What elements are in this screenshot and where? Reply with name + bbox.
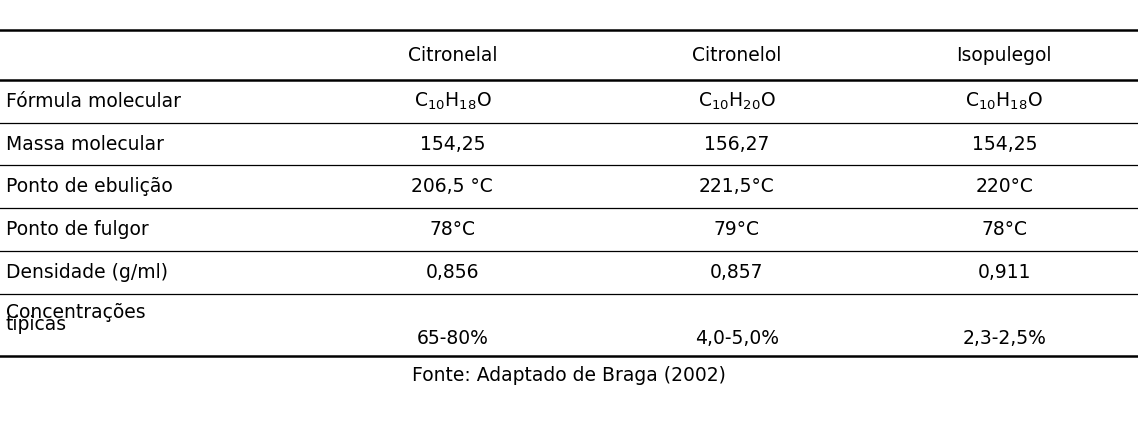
Text: 156,27: 156,27 <box>704 135 769 153</box>
Text: 79°C: 79°C <box>714 220 760 239</box>
Text: 2,3-2,5%: 2,3-2,5% <box>963 329 1046 348</box>
Text: 154,25: 154,25 <box>972 135 1037 153</box>
Text: 0,911: 0,911 <box>978 263 1031 282</box>
Text: C$_{10}$H$_{20}$O: C$_{10}$H$_{20}$O <box>698 91 776 112</box>
Text: C$_{10}$H$_{18}$O: C$_{10}$H$_{18}$O <box>413 91 492 112</box>
Text: Concentrações: Concentrações <box>6 303 146 322</box>
Text: 4,0-5,0%: 4,0-5,0% <box>695 329 778 348</box>
Text: Ponto de fulgor: Ponto de fulgor <box>6 220 148 239</box>
Text: 154,25: 154,25 <box>420 135 485 153</box>
Text: Ponto de ebulição: Ponto de ebulição <box>6 178 173 196</box>
Text: Massa molecular: Massa molecular <box>6 135 164 153</box>
Text: 221,5°C: 221,5°C <box>699 178 775 196</box>
Text: típicas: típicas <box>6 315 67 334</box>
Text: 65-80%: 65-80% <box>417 329 488 348</box>
Text: 78°C: 78°C <box>429 220 476 239</box>
Text: 0,857: 0,857 <box>710 263 764 282</box>
Text: 220°C: 220°C <box>975 178 1033 196</box>
Text: Citronelol: Citronelol <box>692 46 782 64</box>
Text: Isopulegol: Isopulegol <box>957 46 1052 64</box>
Text: 78°C: 78°C <box>981 220 1028 239</box>
Text: 0,856: 0,856 <box>426 263 479 282</box>
Text: Fonte: Adaptado de Braga (2002): Fonte: Adaptado de Braga (2002) <box>412 366 726 385</box>
Text: Citronelal: Citronelal <box>407 46 497 64</box>
Text: 206,5 °C: 206,5 °C <box>412 178 493 196</box>
Text: Fórmula molecular: Fórmula molecular <box>6 92 181 111</box>
Text: C$_{10}$H$_{18}$O: C$_{10}$H$_{18}$O <box>965 91 1044 112</box>
Text: Densidade (g/ml): Densidade (g/ml) <box>6 263 167 282</box>
